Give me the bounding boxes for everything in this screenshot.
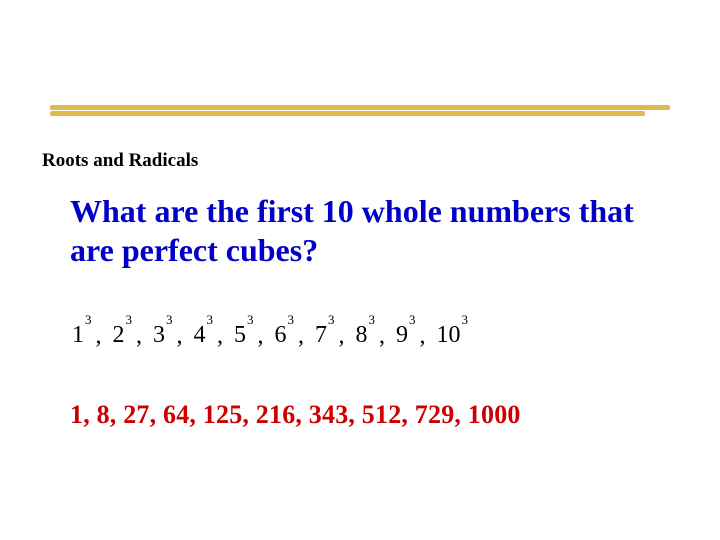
cube-base: 7 — [315, 323, 327, 347]
cube-exponent: 3 — [328, 313, 335, 326]
rule-stroke-1 — [50, 105, 670, 110]
answers-text: 1, 8, 27, 64, 125, 216, 343, 512, 729, 1… — [70, 400, 680, 430]
cube-term: 63 — [275, 323, 295, 347]
cube-separator: , — [420, 323, 426, 350]
cube-base: 10 — [437, 323, 461, 347]
cube-exponent: 3 — [85, 313, 92, 326]
cube-base: 9 — [396, 323, 408, 347]
cube-base: 6 — [275, 323, 287, 347]
cube-exponent: 3 — [126, 313, 133, 326]
decorative-rule — [50, 105, 670, 119]
section-label: Roots and Radicals — [42, 150, 198, 172]
cube-term: 83 — [356, 323, 376, 347]
cube-exponent: 3 — [207, 313, 214, 326]
cube-separator: , — [298, 323, 304, 350]
cube-base: 1 — [72, 323, 84, 347]
cube-separator: , — [339, 323, 345, 350]
cube-exponent: 3 — [288, 313, 295, 326]
cube-exponent: 3 — [166, 313, 173, 326]
cube-separator: , — [136, 323, 142, 350]
cube-term: 23 — [113, 323, 133, 347]
rule-stroke-2 — [50, 111, 645, 116]
cube-exponent: 3 — [462, 313, 469, 326]
cube-separator: , — [379, 323, 385, 350]
cube-term: 73 — [315, 323, 335, 347]
cube-exponent: 3 — [247, 313, 254, 326]
cubes-expression: 13,23,33,43,53,63,73,83,93,103 — [72, 320, 662, 347]
cube-term: 43 — [194, 323, 214, 347]
cube-base: 4 — [194, 323, 206, 347]
question-text: What are the first 10 whole numbers that… — [70, 192, 670, 270]
cube-base: 2 — [113, 323, 125, 347]
cube-term: 53 — [234, 323, 254, 347]
cube-separator: , — [96, 323, 102, 350]
cube-separator: , — [258, 323, 264, 350]
cube-term: 103 — [437, 323, 469, 347]
cube-exponent: 3 — [409, 313, 416, 326]
cube-term: 33 — [153, 323, 173, 347]
cube-separator: , — [217, 323, 223, 350]
cube-base: 3 — [153, 323, 165, 347]
cube-base: 5 — [234, 323, 246, 347]
cube-separator: , — [177, 323, 183, 350]
cube-term: 13 — [72, 323, 92, 347]
cube-base: 8 — [356, 323, 368, 347]
cube-exponent: 3 — [369, 313, 376, 326]
cube-term: 93 — [396, 323, 416, 347]
